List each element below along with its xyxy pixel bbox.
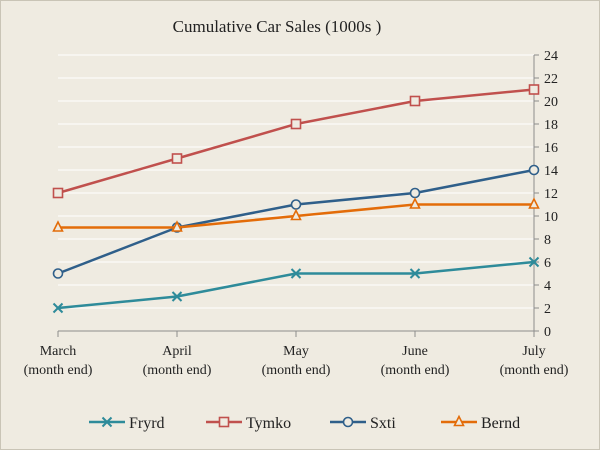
y-tick-label: 4 bbox=[544, 279, 551, 294]
data-point bbox=[52, 187, 64, 199]
legend-marker bbox=[218, 416, 230, 428]
x-tick-label: July (month end) bbox=[500, 344, 569, 378]
legend-item-tymko: Tymko bbox=[206, 415, 291, 432]
data-point bbox=[52, 268, 64, 279]
marker-stroke bbox=[171, 291, 183, 302]
data-point bbox=[290, 208, 302, 221]
y-tick-label: 0 bbox=[544, 325, 551, 340]
marker-stroke bbox=[409, 268, 421, 279]
legend-item-fryrd: Fryrd bbox=[89, 415, 165, 432]
y-tick-label: 14 bbox=[544, 164, 558, 179]
y-tick-label: 12 bbox=[544, 187, 558, 202]
data-point bbox=[528, 197, 540, 209]
y-tick-label: 20 bbox=[544, 95, 558, 110]
y-tick-label: 24 bbox=[544, 49, 558, 64]
legend-label: Tymko bbox=[246, 415, 291, 432]
marker-stroke bbox=[290, 268, 302, 279]
data-point bbox=[290, 268, 302, 279]
marker-stroke bbox=[528, 256, 540, 268]
series-lines bbox=[52, 84, 540, 314]
series-sxti bbox=[52, 164, 540, 279]
data-point bbox=[409, 95, 421, 107]
series-fryrd bbox=[52, 256, 540, 314]
y-tick-label: 16 bbox=[544, 141, 558, 156]
marker-stroke bbox=[52, 302, 64, 314]
y-tick-label: 18 bbox=[544, 118, 558, 133]
data-point bbox=[290, 118, 302, 130]
x-tick-label: June (month end) bbox=[381, 344, 450, 378]
line-chart: Cumulative Car Sales (1000s ) 0246810121… bbox=[24, 17, 569, 432]
y-tick-label: 6 bbox=[544, 256, 551, 271]
y-tick-label: 10 bbox=[544, 210, 558, 225]
data-point bbox=[528, 164, 540, 176]
legend: Fryrd Tymko Sxti Bernd bbox=[89, 414, 520, 432]
data-point bbox=[171, 153, 183, 164]
y-tick-label: 2 bbox=[544, 302, 551, 317]
y-tick-label: 8 bbox=[544, 233, 551, 248]
series-line bbox=[57, 168, 535, 275]
y-tick-label: 22 bbox=[544, 72, 558, 87]
data-point bbox=[409, 268, 421, 279]
series-bernd bbox=[52, 197, 540, 232]
data-point bbox=[409, 187, 421, 199]
legend-marker bbox=[342, 416, 354, 428]
x-tick-label: May (month end) bbox=[262, 344, 331, 378]
data-point bbox=[528, 84, 540, 95]
legend-item-sxti: Sxti bbox=[330, 415, 396, 432]
data-point bbox=[290, 199, 302, 210]
data-point bbox=[171, 291, 183, 302]
data-point bbox=[171, 220, 183, 232]
x-tick-label: April (month end) bbox=[143, 344, 212, 378]
x-tick-label: March (month end) bbox=[24, 344, 93, 378]
marker-stroke bbox=[101, 416, 113, 428]
chart-area: Cumulative Car Sales (1000s ) 0 2 4 6 8 10 12 1… bbox=[0, 0, 600, 450]
series-line bbox=[57, 88, 535, 195]
data-point bbox=[409, 197, 421, 209]
data-point bbox=[52, 302, 64, 314]
legend-marker bbox=[101, 416, 113, 428]
data-point bbox=[52, 220, 64, 232]
legend-label: Bernd bbox=[481, 415, 520, 432]
legend-marker bbox=[453, 414, 465, 427]
data-point bbox=[528, 256, 540, 268]
legend-label: Fryrd bbox=[129, 415, 165, 432]
legend-item-bernd: Bernd bbox=[441, 414, 520, 432]
legend-label: Sxti bbox=[370, 415, 396, 432]
series-tymko bbox=[52, 84, 540, 199]
chart-title: Cumulative Car Sales (1000s ) bbox=[173, 17, 382, 36]
